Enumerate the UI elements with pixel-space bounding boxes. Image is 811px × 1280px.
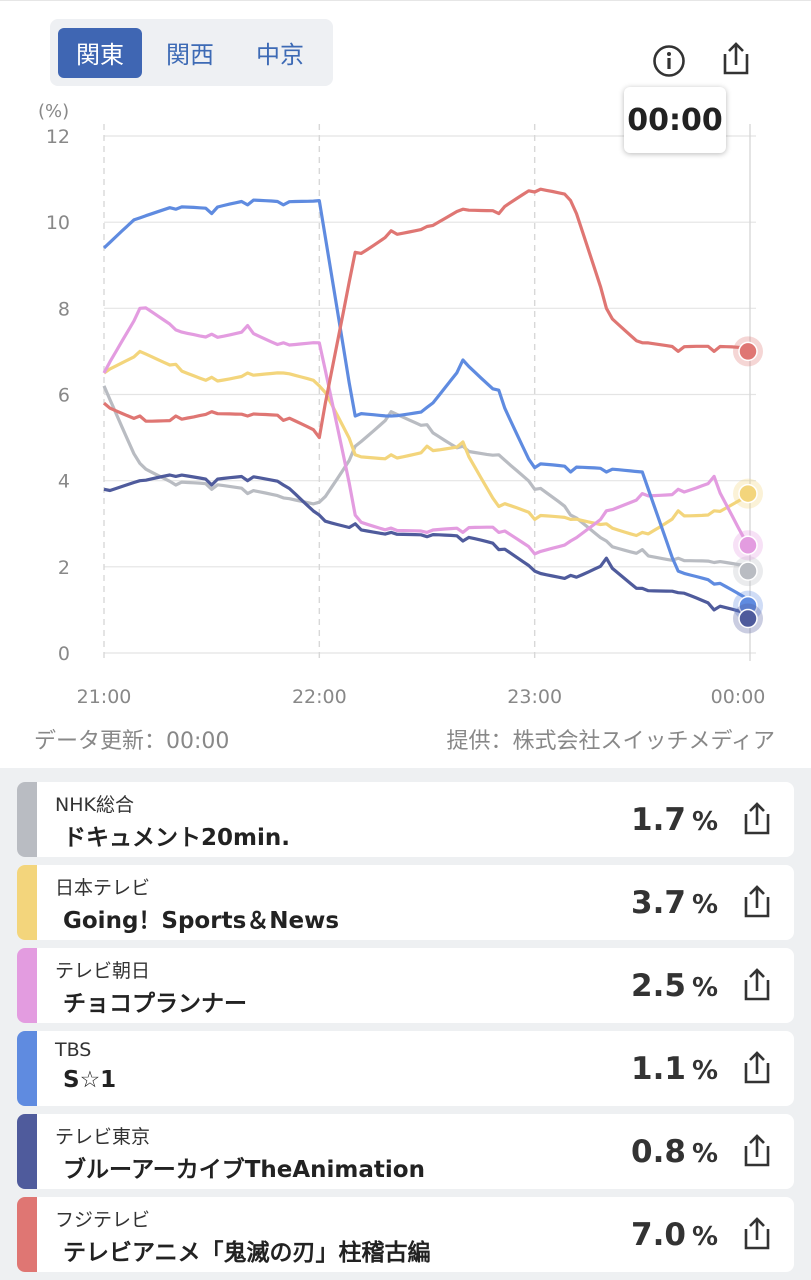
program-card-ntv[interactable]: 日本テレビ Going！Sports＆News 3.7% [17,865,794,940]
channel-name: TBS [55,1039,92,1061]
channel-name: テレビ朝日 [55,960,151,982]
rating-value: 7.0% [631,1217,718,1253]
share-icon[interactable] [716,39,756,79]
channel-name: 日本テレビ [55,877,151,899]
series-end-point [738,608,758,629]
x-tick-label: 00:00 [711,686,766,708]
x-tick-label: 21:00 [77,686,132,708]
share-icon[interactable] [738,1132,778,1172]
channel-color-bar [17,1197,37,1272]
rating-value: 2.5% [631,968,718,1004]
rating-line-chart: 0 2 4 6 8 10 12 (%) 21:00 22:00 23:00 00:00 [38,101,766,708]
time-tooltip: 00:00 [624,87,726,153]
provider-label: 提供：株式会社スイッチメディア [446,729,775,754]
series-end-point [738,483,758,504]
rating-value: 1.1% [631,1051,718,1087]
y-tick-label: 2 [58,557,70,579]
program-card-tbs[interactable]: TBS S☆1 1.1% [17,1031,794,1106]
x-tick-label: 23:00 [507,686,562,708]
program-title: Going！Sports＆News [63,908,340,934]
program-card-nhk[interactable]: NHK総合 ドキュメント20min. 1.7% [17,782,794,857]
chart-panel: 関東 関西 中京 00:00 0 2 4 6 8 10 12 (%) 21:00 22:00 23:… [0,0,811,754]
series-end-point [738,535,758,556]
data-updated-label: データ更新：00:00 [34,729,230,754]
tab-kanto[interactable]: 関東 [58,27,142,78]
channel-name: NHK総合 [55,794,134,816]
share-icon[interactable] [738,883,778,923]
channel-name: フジテレビ [55,1209,151,1231]
y-tick-label: 6 [58,385,70,407]
series-line [103,349,751,538]
y-axis-label: (%) [38,101,69,122]
share-icon[interactable] [738,1215,778,1255]
program-title: ドキュメント20min. [63,825,290,851]
program-title: チョコプランナー [63,991,247,1017]
series-line [102,198,752,607]
channel-color-bar [17,782,37,857]
tab-kansai[interactable]: 関西 [166,41,214,69]
program-title: S☆1 [63,1067,117,1093]
series-line [102,385,752,573]
series-end-point [738,561,758,581]
tab-chukyo[interactable]: 中京 [256,41,304,69]
rating-value: 3.7% [631,885,718,921]
program-list: NHK総合 ドキュメント20min. 1.7% 日本テレビ Going！Spor… [0,768,811,1280]
y-tick-label: 12 [46,126,70,148]
share-icon[interactable] [738,966,778,1006]
info-icon[interactable] [649,41,689,81]
share-icon[interactable] [738,1049,778,1089]
program-title: ブルーアーカイブTheAnimation [63,1157,425,1183]
region-tabs: 関東 関西 中京 [50,19,333,86]
y-tick-label: 0 [58,643,70,665]
channel-color-bar [17,1031,37,1106]
program-card-tv-tokyo[interactable]: テレビ東京 ブルーアーカイブTheAnimation 0.8% [17,1114,794,1189]
rating-value: 1.7% [631,802,718,838]
series-end-point [738,341,758,362]
channel-color-bar [17,1114,37,1189]
channel-color-bar [17,948,37,1023]
series-line [103,473,752,620]
program-card-tv-asahi[interactable]: テレビ朝日 チョコプランナー 2.5% [17,948,794,1023]
series-line [102,306,752,556]
series-line [102,187,751,440]
channel-color-bar [17,865,37,940]
y-tick-label: 4 [58,471,70,493]
x-tick-label: 22:00 [292,686,347,708]
rating-value: 0.8% [631,1134,718,1170]
share-icon[interactable] [738,800,778,840]
program-title: テレビアニメ「鬼滅の刃」柱稽古編 [63,1240,431,1266]
y-tick-label: 10 [46,212,70,234]
channel-name: テレビ東京 [55,1126,151,1148]
program-card-fuji[interactable]: フジテレビ テレビアニメ「鬼滅の刃」柱稽古編 7.0% [17,1197,794,1272]
y-tick-label: 8 [58,298,70,320]
